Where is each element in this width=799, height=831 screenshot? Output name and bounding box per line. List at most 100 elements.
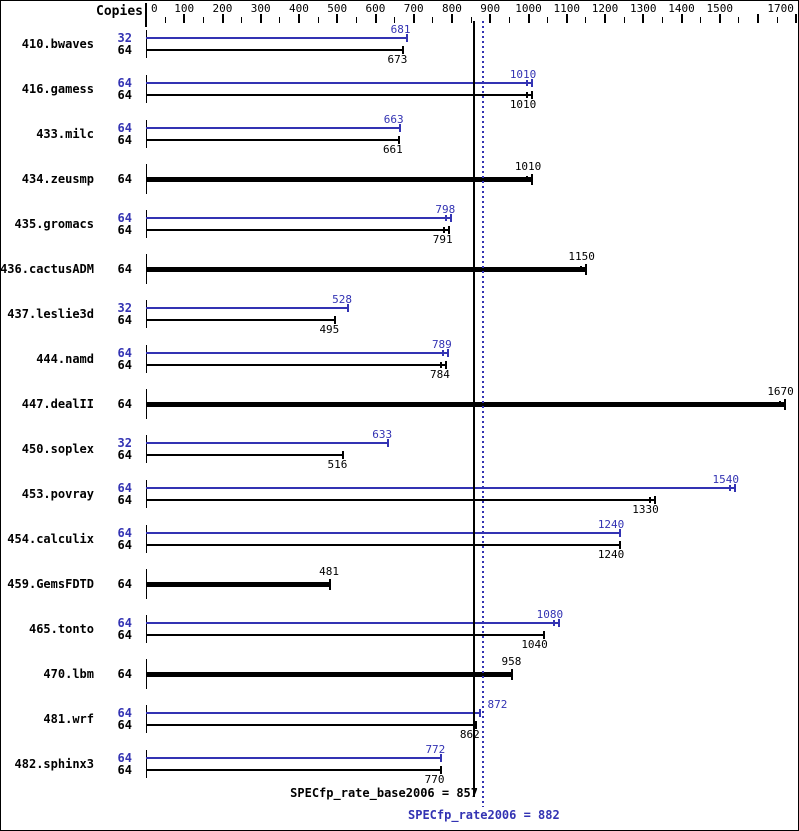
benchmark-label: 433.milc xyxy=(36,127,94,141)
copies-label: 64 xyxy=(117,628,132,642)
bar-end-cap xyxy=(478,709,481,717)
bar-run-tick xyxy=(526,176,529,182)
benchmark-label: 482.sphinx3 xyxy=(14,757,94,771)
value-label: 789 xyxy=(431,338,452,351)
axis-tick-label: 200 xyxy=(212,2,233,15)
bar-end-cap xyxy=(347,304,349,312)
group-axis-tick xyxy=(146,210,147,238)
bar-end-cap xyxy=(450,214,453,222)
bar-run-tick xyxy=(648,497,651,503)
bar-end-cap xyxy=(511,669,514,680)
axis-minor-tick xyxy=(394,17,396,23)
value-label: 862 xyxy=(459,728,480,741)
value-label: 1010 xyxy=(509,68,537,81)
axis-major-tick xyxy=(259,14,262,23)
axis-tick-label: 300 xyxy=(250,2,271,15)
bar-peak xyxy=(146,352,448,354)
group-axis-tick xyxy=(146,615,147,643)
benchmark-label: 410.bwaves xyxy=(21,37,94,51)
copies-label: 64 xyxy=(117,76,132,90)
bar-run-tick xyxy=(439,362,442,368)
value-label: 1240 xyxy=(597,548,625,561)
axis-major-tick xyxy=(412,14,415,23)
benchmark-label: 481.wrf xyxy=(43,712,94,726)
bar-end-cap xyxy=(783,399,786,410)
bar-run-tick xyxy=(579,266,582,272)
bar-peak xyxy=(146,127,400,129)
bar-run-tick xyxy=(729,485,731,491)
bar-base xyxy=(146,724,476,726)
bar-base xyxy=(146,94,533,96)
axis-tick-label: 400 xyxy=(289,2,309,15)
axis-minor-tick xyxy=(700,17,702,23)
axis-major-tick xyxy=(718,14,721,23)
bar-end-cap xyxy=(584,264,587,275)
bar-end-cap xyxy=(653,496,656,504)
reference-line-peak xyxy=(482,21,485,807)
value-label: 528 xyxy=(332,293,352,306)
value-label: 495 xyxy=(319,323,340,336)
axis-minor-tick xyxy=(279,17,281,23)
bar-run-tick xyxy=(441,350,444,356)
copies-label: 64 xyxy=(117,481,132,495)
value-label: 661 xyxy=(382,143,403,156)
axis-tick-label: 1500 xyxy=(706,2,734,15)
benchmark-label: 435.gromacs xyxy=(14,217,94,231)
axis-major-tick xyxy=(489,14,492,23)
bar-end-cap xyxy=(531,79,534,87)
group-axis-tick xyxy=(146,750,147,778)
bar-base xyxy=(146,499,655,501)
axis-tick-label: 800 xyxy=(442,2,462,15)
value-label: 1240 xyxy=(597,518,625,531)
bar-end-cap xyxy=(398,124,401,132)
bar-peak xyxy=(146,217,452,219)
bar-end-cap xyxy=(387,439,390,447)
group-axis-tick xyxy=(146,435,147,463)
axis-minor-tick xyxy=(508,17,510,23)
value-label: 1010 xyxy=(514,160,542,173)
bar-run-tick xyxy=(445,215,448,221)
benchmark-label: 436.cactusADM xyxy=(0,262,94,276)
copies-label: 64 xyxy=(117,718,132,732)
reference-line-base xyxy=(472,21,475,797)
axis-tick-label: 0 xyxy=(151,2,158,15)
benchmark-label: 437.leslie3d xyxy=(7,307,94,321)
bar-end-cap xyxy=(734,484,736,492)
axis-tick-label: 1000 xyxy=(515,2,542,15)
bar-run-tick xyxy=(553,620,556,626)
axis-minor-tick xyxy=(776,17,778,23)
value-label: 791 xyxy=(432,233,453,246)
copies-label: 32 xyxy=(117,31,132,45)
copies-label: 64 xyxy=(117,358,132,372)
axis-major-tick xyxy=(604,14,606,23)
base-result-label: SPECfp_rate_base2006 = 857 xyxy=(290,786,478,800)
axis-major-tick xyxy=(221,14,224,23)
value-label: 633 xyxy=(372,428,393,441)
copies-label: 64 xyxy=(117,538,132,552)
bar-end-cap xyxy=(440,754,443,762)
axis-zero-line xyxy=(145,3,147,27)
bar-peak xyxy=(146,307,348,309)
value-label: 958 xyxy=(501,655,522,668)
value-label: 663 xyxy=(383,113,404,126)
axis-minor-tick xyxy=(470,17,472,23)
bar-end-cap xyxy=(334,316,337,324)
axis-tick-label: 1200 xyxy=(591,2,619,15)
bar-end-cap xyxy=(542,631,545,639)
axis-major-tick xyxy=(527,14,530,23)
bar-run-tick xyxy=(526,92,529,98)
axis-major-tick xyxy=(336,14,339,23)
axis-tick-label: 1400 xyxy=(668,2,695,15)
value-label: 481 xyxy=(319,565,339,578)
group-axis-tick xyxy=(146,705,147,733)
axis-tick-label: 900 xyxy=(480,2,501,15)
axis-major-tick xyxy=(374,14,377,23)
bar-base xyxy=(146,49,404,51)
value-label: 1080 xyxy=(536,608,564,621)
bar-base xyxy=(146,544,621,546)
copies-label: 64 xyxy=(117,616,132,630)
value-label: 1150 xyxy=(568,250,595,263)
bar-end-cap xyxy=(531,91,534,99)
copies-label: 32 xyxy=(117,436,132,450)
